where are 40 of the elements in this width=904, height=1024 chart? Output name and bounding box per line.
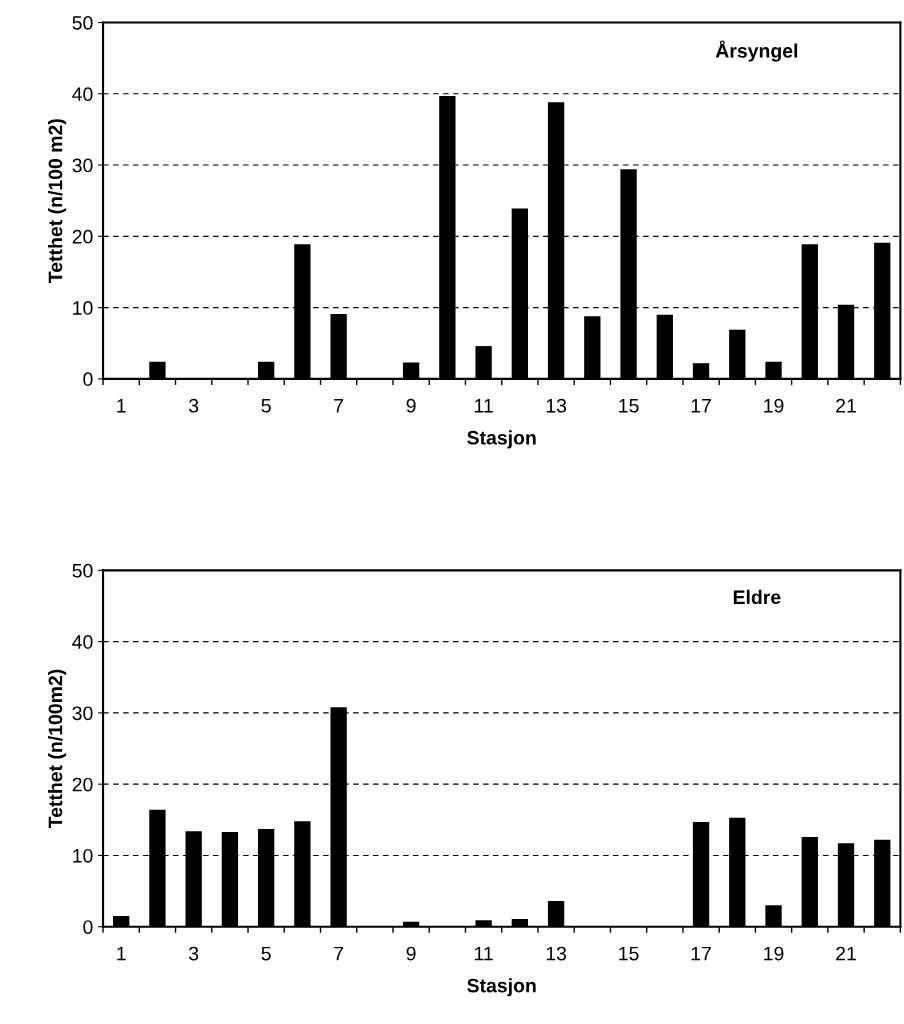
- x-tick-label: 7: [334, 399, 344, 413]
- y-tick-label: 50: [72, 16, 93, 30]
- y-tick-label: 20: [72, 229, 93, 244]
- x-tick-label: 15: [619, 399, 639, 413]
- y-tick-label: 10: [73, 301, 93, 315]
- x-tick-label: 9: [406, 398, 416, 413]
- x-tick-label: 1: [117, 399, 126, 413]
- x-tick-label: 3: [189, 946, 199, 961]
- y-tick-label: 10: [73, 848, 93, 863]
- text: Eldre: [733, 589, 781, 605]
- x-axis-title: Stasjon: [467, 978, 536, 997]
- x-tick-label: 21: [836, 946, 856, 961]
- x-tick-label: 11: [474, 399, 493, 413]
- y-tick-label: 0: [83, 372, 93, 387]
- x-tick-label: 19: [764, 398, 784, 413]
- y-tick-label: 30: [72, 158, 93, 173]
- x-tick-label: 3: [189, 398, 199, 413]
- x-tick-label: 5: [261, 399, 271, 413]
- y-tick-label: 40: [72, 87, 93, 102]
- x-tick-label: 5: [261, 946, 271, 961]
- x-tick-label: 9: [406, 946, 416, 961]
- x-tick-label: 17: [691, 946, 711, 961]
- x-tick-label: 17: [691, 399, 711, 413]
- x-tick-label: 19: [764, 946, 784, 961]
- y-tick-label: 30: [72, 706, 93, 721]
- y-tick-label: 40: [72, 635, 93, 649]
- y-tick-label: 0: [83, 920, 93, 934]
- x-tick-label: 21: [836, 398, 856, 413]
- text: Årsyngel: [715, 40, 798, 62]
- y-tick-label: 20: [72, 777, 93, 792]
- x-tick-label: 11: [474, 946, 493, 961]
- y-axis-title: Tetthet (n/100 m2): [48, 119, 67, 283]
- x-tick-label: 13: [546, 398, 567, 413]
- x-tick-label: 1: [117, 946, 126, 961]
- y-axis-title: Tetthet (n/100m2): [48, 669, 67, 829]
- x-axis-title: Stasjon: [467, 430, 536, 449]
- x-tick-label: 15: [619, 946, 639, 961]
- x-tick-label: 7: [334, 946, 344, 961]
- x-tick-label: 13: [546, 946, 567, 961]
- y-tick-label: 50: [72, 563, 93, 578]
